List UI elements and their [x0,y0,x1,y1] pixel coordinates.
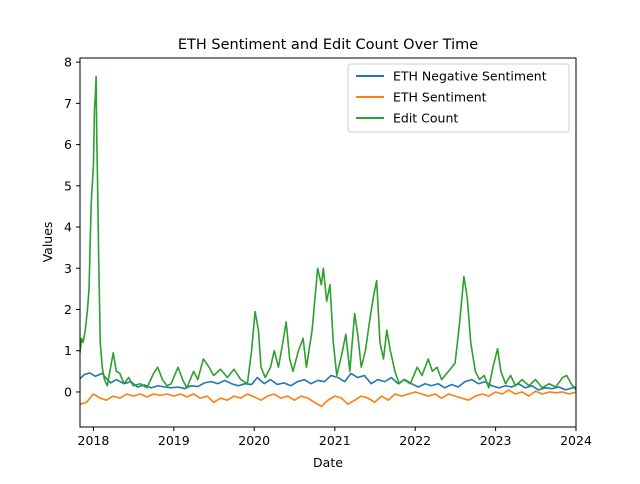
x-tick-label: 2024 [560,433,592,448]
series-line-edit-count [79,75,577,391]
x-axis: 2018 2019 2020 2021 2022 2023 2024 [78,427,592,448]
legend-box [347,63,570,133]
y-tick-label: 5 [64,178,72,193]
series-line-eth-sentiment [79,389,577,408]
y-tick-label: 0 [64,384,72,399]
legend-label-sentiment: ETH Sentiment [393,90,487,105]
series-layer [79,75,577,408]
x-tick-label: 2021 [319,433,351,448]
legend-label-negative-sentiment: ETH Negative Sentiment [393,69,547,84]
x-tick-label: 2020 [238,433,270,448]
y-tick-label: 1 [64,343,72,358]
x-tick-label: 2022 [399,433,431,448]
y-tick-label: 3 [64,261,72,276]
legend: ETH Negative Sentiment ETH Sentiment Edi… [347,63,570,133]
y-tick-label: 4 [64,220,72,235]
y-tick-label: 8 [64,55,72,70]
x-tick-label: 2018 [78,433,110,448]
axes-frame [79,57,577,428]
y-tick-label: 6 [64,137,72,152]
y-axis-label: Values [40,222,55,263]
legend-label-edit-count: Edit Count [393,111,458,126]
chart-title: ETH Sentiment and Edit Count Over Time [178,37,478,53]
y-axis: 0 1 2 3 4 5 6 7 8 [64,55,80,399]
x-tick-label: 2019 [158,433,190,448]
y-tick-label: 7 [64,96,72,111]
x-tick-label: 2023 [480,433,512,448]
x-axis-label: Date [313,455,343,470]
series-line-eth-negative-sentiment [79,372,577,391]
y-tick-label: 2 [64,302,72,317]
